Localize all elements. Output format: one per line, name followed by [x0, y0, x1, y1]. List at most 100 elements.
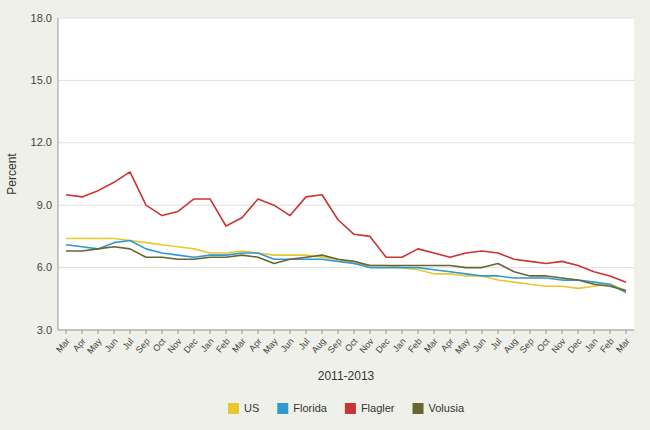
x-tick — [274, 330, 275, 334]
x-tick — [386, 330, 387, 334]
x-tick-label: Dec — [182, 336, 200, 355]
x-tick — [626, 330, 627, 334]
y-tick-label: 12.0 — [31, 136, 52, 148]
legend-item: Florida — [277, 402, 328, 414]
x-tick-label: Jun — [103, 336, 120, 354]
x-tick — [178, 330, 179, 334]
x-tick — [338, 330, 339, 334]
x-tick — [402, 330, 403, 334]
x-tick — [306, 330, 307, 334]
grid-line — [58, 142, 634, 143]
x-tick — [578, 330, 579, 334]
x-tick — [514, 330, 515, 334]
x-tick-label: Jan — [199, 336, 216, 354]
x-tick-label: Dec — [566, 336, 584, 355]
legend-swatch — [345, 403, 356, 414]
x-tick-label: Dec — [374, 336, 392, 355]
plot-area — [58, 18, 634, 330]
x-tick — [450, 330, 451, 334]
x-tick — [530, 330, 531, 334]
legend-item: Flagler — [345, 402, 395, 414]
x-tick — [290, 330, 291, 334]
grid-line — [58, 205, 634, 206]
x-tick-label: May — [453, 336, 472, 356]
series-line — [66, 247, 626, 291]
legend-item: US — [228, 402, 259, 414]
x-tick — [162, 330, 163, 334]
y-tick-label: 6.0 — [37, 261, 52, 273]
x-tick — [258, 330, 259, 334]
grid-line — [58, 80, 634, 81]
series-line — [66, 238, 626, 290]
x-tick-label: Mar — [422, 336, 440, 354]
chart: 3.06.09.012.015.018.0MarAprMayJunJulSepO… — [0, 0, 650, 430]
x-tick-label: Mar — [54, 336, 72, 354]
x-tick — [562, 330, 563, 334]
x-tick-label: May — [85, 336, 104, 356]
x-tick-label: Apr — [439, 336, 456, 353]
x-tick — [82, 330, 83, 334]
y-tick-label: 15.0 — [31, 74, 52, 86]
x-tick — [354, 330, 355, 334]
x-tick-label: Oct — [535, 336, 552, 354]
x-tick-label: Jan — [583, 336, 600, 354]
y-axis: 3.06.09.012.015.018.0 — [31, 12, 634, 336]
x-tick — [66, 330, 67, 334]
x-tick — [498, 330, 499, 334]
x-tick — [482, 330, 483, 334]
legend-label: US — [244, 402, 259, 414]
x-tick — [194, 330, 195, 334]
x-tick — [418, 330, 419, 334]
x-tick-label: Feb — [598, 336, 616, 354]
x-tick-label: Jun — [471, 336, 488, 354]
x-tick-label: Jun — [279, 336, 296, 354]
x-tick-label: Sep — [134, 336, 152, 355]
x-axis: MarAprMayJunJulSepOctNovDecJanFebMarAprM… — [54, 330, 632, 356]
legend-swatch — [413, 403, 424, 414]
x-tick-label: Mar — [230, 336, 248, 354]
grid-line — [58, 330, 634, 331]
legend-swatch — [228, 403, 239, 414]
x-tick-label: Nov — [358, 336, 376, 355]
y-tick-label: 3.0 — [37, 324, 52, 336]
x-tick — [242, 330, 243, 334]
x-axis-title: 2011-2013 — [318, 369, 375, 383]
background — [0, 0, 650, 430]
x-tick-label: Oct — [343, 336, 360, 354]
legend: US Florida Flagler Volusia — [228, 402, 465, 414]
x-tick-label: Feb — [406, 336, 424, 354]
legend-swatch — [277, 403, 288, 414]
legend-label: Volusia — [429, 402, 465, 414]
x-tick-label: Apr — [71, 336, 88, 353]
grid-line — [58, 267, 634, 268]
x-tick-label: May — [261, 336, 280, 356]
x-tick — [594, 330, 595, 334]
x-tick — [226, 330, 227, 334]
x-tick — [322, 330, 323, 334]
x-tick — [546, 330, 547, 334]
x-tick-label: Aug — [310, 336, 328, 355]
y-axis-title: Percent — [5, 153, 19, 195]
x-tick-label: Apr — [247, 336, 264, 353]
legend-label: Florida — [293, 402, 328, 414]
x-tick-label: Nov — [166, 336, 184, 355]
x-tick — [610, 330, 611, 334]
x-tick-label: Nov — [550, 336, 568, 355]
grid-line — [58, 18, 634, 19]
legend-item: Volusia — [413, 402, 465, 414]
legend-label: Flagler — [361, 402, 395, 414]
y-tick-label: 18.0 — [31, 12, 52, 24]
x-tick — [146, 330, 147, 334]
x-tick — [210, 330, 211, 334]
x-tick — [434, 330, 435, 334]
x-tick — [98, 330, 99, 334]
x-tick-label: Aug — [502, 336, 520, 355]
x-tick-label: Sep — [326, 336, 344, 355]
x-axis-line — [58, 330, 634, 331]
series-line — [66, 172, 626, 282]
series-line — [66, 241, 626, 293]
x-tick — [466, 330, 467, 334]
x-tick — [370, 330, 371, 334]
x-tick — [114, 330, 115, 334]
x-tick-label: Mar — [614, 336, 632, 354]
